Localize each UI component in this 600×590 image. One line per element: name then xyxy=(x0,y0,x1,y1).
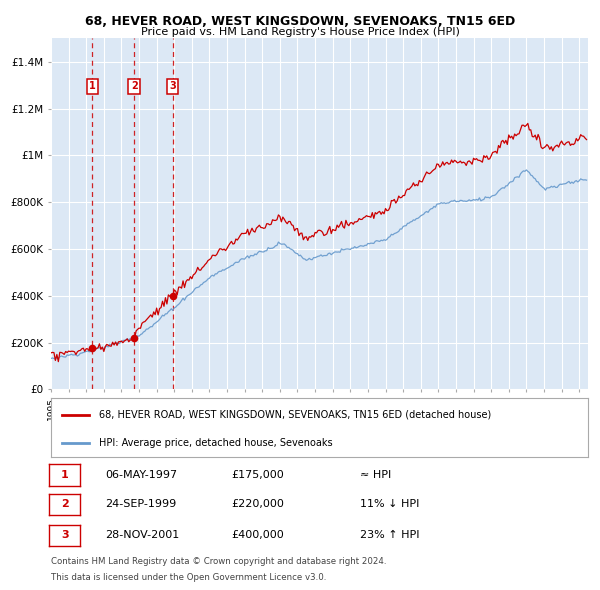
Text: £400,000: £400,000 xyxy=(231,530,284,540)
Text: 2: 2 xyxy=(131,81,137,91)
Text: £220,000: £220,000 xyxy=(231,500,284,509)
Text: Price paid vs. HM Land Registry's House Price Index (HPI): Price paid vs. HM Land Registry's House … xyxy=(140,27,460,37)
Text: 06-MAY-1997: 06-MAY-1997 xyxy=(105,470,177,480)
Text: HPI: Average price, detached house, Sevenoaks: HPI: Average price, detached house, Seve… xyxy=(100,438,333,447)
Text: 3: 3 xyxy=(61,530,68,540)
Text: 11% ↓ HPI: 11% ↓ HPI xyxy=(360,500,419,509)
Text: 1: 1 xyxy=(89,81,96,91)
Text: 68, HEVER ROAD, WEST KINGSDOWN, SEVENOAKS, TN15 6ED (detached house): 68, HEVER ROAD, WEST KINGSDOWN, SEVENOAK… xyxy=(100,410,491,419)
Text: 2: 2 xyxy=(61,500,68,509)
Text: 24-SEP-1999: 24-SEP-1999 xyxy=(105,500,176,509)
Text: 1: 1 xyxy=(61,470,68,480)
Text: Contains HM Land Registry data © Crown copyright and database right 2024.: Contains HM Land Registry data © Crown c… xyxy=(51,557,386,566)
Text: £175,000: £175,000 xyxy=(231,470,284,480)
Text: This data is licensed under the Open Government Licence v3.0.: This data is licensed under the Open Gov… xyxy=(51,572,326,582)
Text: 23% ↑ HPI: 23% ↑ HPI xyxy=(360,530,419,540)
Text: ≈ HPI: ≈ HPI xyxy=(360,470,391,480)
Text: 3: 3 xyxy=(169,81,176,91)
Text: 68, HEVER ROAD, WEST KINGSDOWN, SEVENOAKS, TN15 6ED: 68, HEVER ROAD, WEST KINGSDOWN, SEVENOAK… xyxy=(85,15,515,28)
Text: 28-NOV-2001: 28-NOV-2001 xyxy=(105,530,179,540)
